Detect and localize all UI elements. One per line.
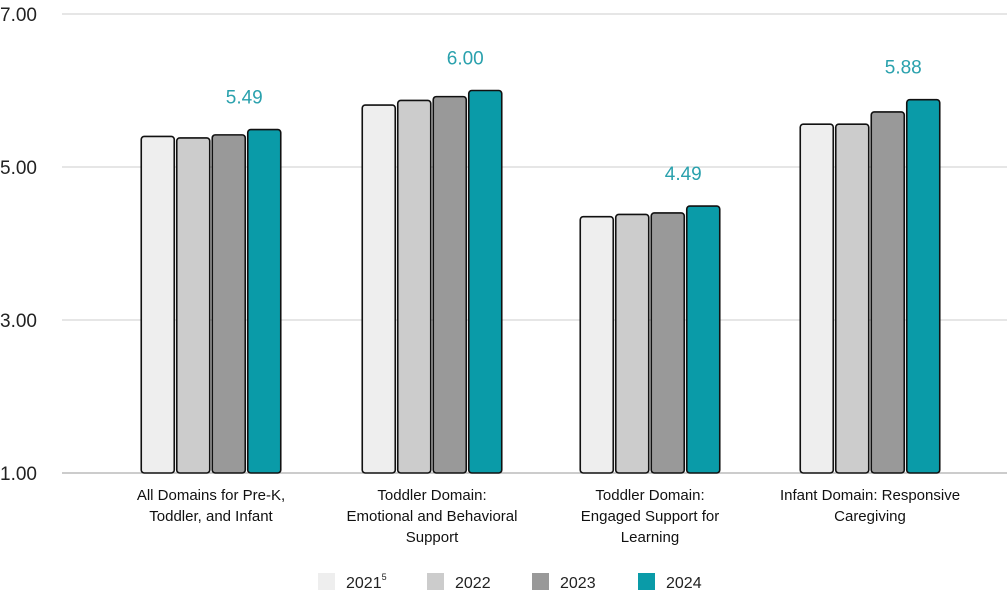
category-label: All Domains for Pre-K, Toddler, and Infan… [137,487,285,525]
bar-2022-0 [175,137,211,474]
bar-2024-0 [246,128,282,474]
legend-label-text: 2023 [560,575,596,592]
category-label-line: Support [406,529,459,546]
bar-2024-2 [685,205,721,474]
category-label: Toddler Domain: Emotional and Behavioral S… [347,487,518,546]
category-label-line: Infant Domain: Responsive [780,487,960,504]
legend-label-2023: 2023 [560,575,596,592]
legend-swatch-2024 [638,573,655,590]
legend-label-text: 2022 [455,575,491,592]
y-tick-label: 5.00 [0,158,37,179]
category-label: Toddler Domain: Engaged Support for Learni… [581,487,719,546]
legend-label-2024: 2024 [666,575,702,592]
y-axis-ticks: 1.00 3.00 5.00 7.00 [0,5,37,485]
data-label: 5.88 [885,58,922,79]
bar-2022-3 [834,123,870,474]
category-label: Infant Domain: Responsive Caregiving [780,487,960,525]
data-label: 6.00 [447,49,484,70]
bar-2024-1 [467,89,503,474]
legend-label-superscript: 5 [382,572,387,582]
category-label-line: Toddler Domain: [377,487,486,504]
legend-label-2021: 20215 [346,572,387,592]
category-label-line: Engaged Support for [581,508,719,525]
legend: 20215 2022 2023 2024 [318,572,702,592]
legend-label-2022: 2022 [455,575,491,592]
bar-2021-1 [361,104,397,474]
bar-2021-0 [140,135,176,474]
bar-2023-0 [211,134,247,474]
category-label-line: Emotional and Behavioral [347,508,518,525]
y-tick-label: 7.00 [0,5,37,26]
data-label: 4.49 [665,164,702,185]
bar-2023-3 [870,111,906,474]
y-tick-label: 1.00 [0,464,37,485]
category-label-line: Toddler, and Infant [149,508,273,525]
data-labels: 5.49 6.00 4.49 5.88 [226,49,922,186]
bar-2021-2 [579,215,615,474]
category-label-line: All Domains for Pre-K, [137,487,285,504]
bar-2022-1 [396,99,432,474]
category-label-line: Caregiving [834,508,906,525]
bar-2024-3 [905,98,941,474]
legend-swatch-2022 [427,573,444,590]
bar-2022-2 [614,213,650,474]
bar-2021-3 [799,123,835,474]
bars [140,89,941,474]
legend-swatch-2023 [532,573,549,590]
legend-label-text: 2024 [666,575,702,592]
y-tick-label: 3.00 [0,311,37,332]
category-label-line: Learning [621,529,679,546]
legend-label-text: 2021 [346,575,382,592]
category-label-line: Toddler Domain: [595,487,704,504]
bar-2023-1 [432,95,468,474]
bar-2023-2 [650,212,686,474]
x-axis-labels: All Domains for Pre-K, Toddler, and Infan… [137,487,960,546]
data-label: 5.49 [226,88,263,109]
legend-swatch-2021 [318,573,335,590]
